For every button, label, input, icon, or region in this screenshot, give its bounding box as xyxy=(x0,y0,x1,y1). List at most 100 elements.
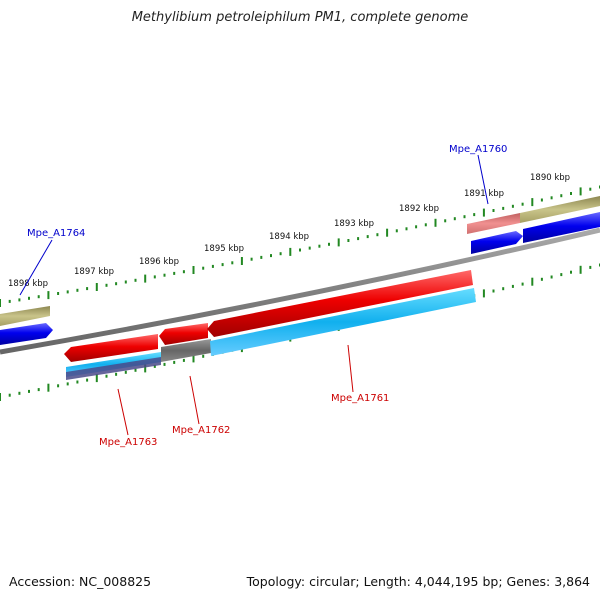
leader-line-mpe-a1763 xyxy=(117,388,129,436)
accession-text: Accession: NC_008825 xyxy=(9,574,152,589)
minor-tick xyxy=(589,187,592,191)
minor-tick xyxy=(153,364,156,368)
cds-mpe-a1761-reverse-arrow[interactable] xyxy=(207,270,473,337)
minor-tick xyxy=(221,263,224,267)
minor-tick xyxy=(18,298,21,302)
cds-mpe-a1762-reverse-arrow[interactable] xyxy=(159,323,208,345)
minor-tick xyxy=(250,257,253,261)
minor-tick xyxy=(18,391,21,395)
minor-tick xyxy=(376,233,379,237)
minor-tick xyxy=(405,227,408,231)
gene-label-mpe-a1763[interactable]: Mpe_A1763 xyxy=(99,437,157,448)
minor-tick xyxy=(173,360,176,364)
minor-tick xyxy=(570,192,572,195)
minor-tick xyxy=(105,374,108,378)
minor-tick xyxy=(134,368,137,372)
minor-tick xyxy=(134,278,137,282)
major-tick xyxy=(95,283,98,291)
minor-tick xyxy=(115,282,118,286)
major-tick xyxy=(0,299,1,307)
minor-tick xyxy=(105,283,108,287)
minor-tick xyxy=(511,284,514,288)
minor-tick xyxy=(270,254,272,258)
minor-tick xyxy=(37,388,40,392)
minor-tick xyxy=(521,202,524,206)
genome-summary-text: Topology: circular; Length: 4,044,195 bp… xyxy=(246,574,590,589)
major-tick xyxy=(240,257,243,265)
minor-tick xyxy=(492,289,495,293)
tick-label-1895: 1895 kbp xyxy=(204,244,244,254)
minor-tick xyxy=(366,235,369,239)
top-ruler-ticks xyxy=(0,185,600,307)
minor-tick xyxy=(182,270,185,274)
minor-tick xyxy=(463,215,466,219)
genome-backbone xyxy=(0,227,600,355)
tick-label-1891: 1891 kbp xyxy=(464,189,504,199)
gene-mpe-a1760-pink-feature[interactable] xyxy=(467,213,520,234)
gene-label-mpe-a1764[interactable]: Mpe_A1764 xyxy=(27,228,85,239)
minor-tick xyxy=(550,196,553,200)
minor-tick xyxy=(502,206,505,210)
leader-line-mpe-a1762 xyxy=(189,375,200,425)
major-tick xyxy=(386,228,389,237)
leader-line-mpe-a1761 xyxy=(347,344,354,393)
minor-tick xyxy=(540,277,543,281)
minor-tick xyxy=(28,296,30,300)
minor-tick xyxy=(502,287,505,291)
minor-tick xyxy=(57,292,60,295)
minor-tick xyxy=(211,264,214,268)
minor-tick xyxy=(357,237,360,241)
minor-tick xyxy=(550,275,553,279)
minor-tick xyxy=(57,384,60,388)
leader-line-mpe-a1764 xyxy=(19,239,53,296)
major-tick xyxy=(482,208,485,217)
minor-tick xyxy=(521,282,524,286)
minor-tick xyxy=(124,370,127,374)
gene-label-mpe-a1762[interactable]: Mpe_A1762 xyxy=(172,425,230,436)
gene-mpe-a1764-feature[interactable] xyxy=(0,306,50,326)
major-tick xyxy=(192,266,195,274)
minor-tick xyxy=(163,273,166,277)
gene-label-mpe-a1760[interactable]: Mpe_A1760 xyxy=(449,144,507,155)
minor-tick xyxy=(8,393,11,397)
minor-tick xyxy=(86,378,89,382)
gene-mpe-a1761-feature[interactable] xyxy=(210,288,476,356)
minor-tick xyxy=(231,261,234,265)
minor-tick xyxy=(453,217,456,221)
minor-tick xyxy=(473,213,476,217)
major-tick xyxy=(47,383,50,392)
tick-label-1896: 1896 kbp xyxy=(139,257,179,267)
minor-tick xyxy=(76,288,79,292)
cds-forward-arrow-right[interactable] xyxy=(523,212,600,243)
major-tick xyxy=(192,354,195,363)
gene-mpe-a1762-feature[interactable] xyxy=(161,339,211,362)
minor-tick xyxy=(124,280,127,284)
cds-mpe-a1760-forward-arrow[interactable] xyxy=(471,231,523,254)
minor-tick xyxy=(86,287,89,291)
gene-mpe-a1760-olive-feature[interactable] xyxy=(520,196,600,223)
leader-line-mpe-a1760 xyxy=(477,154,489,205)
major-tick xyxy=(337,238,340,247)
major-tick xyxy=(144,274,147,283)
cds-mpe-a1763-reverse-arrow[interactable] xyxy=(64,334,158,362)
gene-label-mpe-a1761[interactable]: Mpe_A1761 xyxy=(331,393,389,404)
tick-label-1897: 1897 kbp xyxy=(74,267,114,277)
major-tick xyxy=(144,364,147,373)
tick-label-1890: 1890 kbp xyxy=(530,173,570,183)
minor-tick xyxy=(182,358,185,362)
tick-label-1893: 1893 kbp xyxy=(334,219,374,229)
tick-label-1892: 1892 kbp xyxy=(399,204,439,214)
major-tick xyxy=(531,198,534,207)
major-tick xyxy=(579,265,582,274)
major-tick xyxy=(289,247,292,256)
minor-tick xyxy=(347,239,350,242)
minor-tick xyxy=(444,219,447,223)
minor-tick xyxy=(66,382,69,386)
minor-tick xyxy=(8,299,11,303)
minor-tick xyxy=(153,275,156,279)
major-tick xyxy=(0,393,1,401)
minor-tick xyxy=(415,225,418,229)
cds-mpe-a1764-forward-arrow[interactable] xyxy=(0,323,53,345)
minor-tick xyxy=(540,198,543,202)
